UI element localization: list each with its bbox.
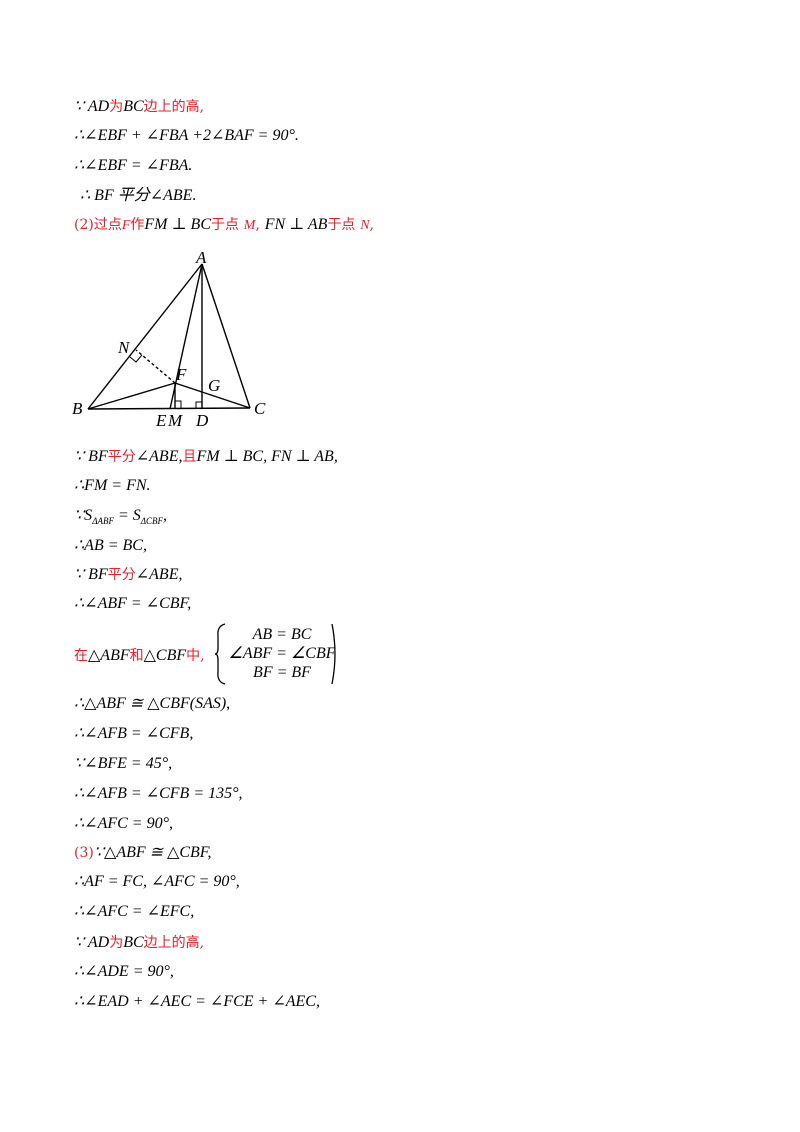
right-angle-n [129,354,143,363]
label-m: M [167,411,183,430]
red-text: 在 [74,648,88,664]
math-text: △CBF [143,647,187,664]
triangle-figure: A B C N F G E M D [72,248,266,430]
label-e: E [155,411,167,430]
red-math: F [121,218,131,233]
math-text: BC [123,934,144,951]
proof-line-7: ∴FM = FN. [74,477,151,494]
proof-line-1: ∵ AD为BC边上的高, [74,96,204,117]
math-text: △ABF [88,647,130,664]
red-text: 平分 [107,449,136,465]
red-text: , [255,217,260,233]
segment-fc [174,382,251,409]
proof-line-2: ∴∠EBF + ∠FBA +2∠BAF = 90°. [74,127,299,144]
label-d: D [195,411,209,430]
proof-line-9: ∴AB = BC, [74,537,147,554]
math-text: ∵S [74,507,93,524]
red-text: 和 [129,648,144,664]
red-math: N [360,218,370,233]
math-text: ∵ AD [74,934,110,951]
left-brace [214,623,226,685]
red-text: , [369,217,375,233]
subscript: ΔABF [92,516,114,526]
right-angle-m [175,400,182,409]
red-text: 作 [130,217,145,233]
segment-ab [87,263,203,410]
proof-line-22: ∴∠ADE = 90°, [74,963,174,980]
proof-line-20: ∴∠AFC = ∠EFC, [74,903,195,920]
math-text: ∠ABE, [135,448,183,465]
red-text: (3) [74,845,94,861]
math-text: , [163,507,168,524]
segment-ac [201,263,251,409]
math-text: ∵ AD [74,98,110,115]
proof-line-16: ∴∠AFB = ∠CFB = 135°, [74,785,243,802]
red-text: 中, [186,648,205,664]
system-row-3: BF = BF [253,664,311,681]
math-text: BC [123,98,144,115]
proof-line-21: ∵ AD为BC边上的高, [74,932,204,953]
math-text: FM ⊥ BC, FN ⊥ AB, [196,448,338,465]
math-text: FN ⊥ AB [264,216,328,233]
proof-line-8: ∵SΔABF = SΔCBF, [74,506,167,531]
math-text: = S [113,507,141,524]
proof-line-3: ∴∠EBF = ∠FBA. [74,157,193,174]
equation-system: AB = BC ∠ABF = ∠CBF BF = BF [228,624,336,684]
proof-line-14: ∴∠AFB = ∠CFB, [74,725,194,742]
proof-line-5: (2)过点F作FM ⊥ BC于点 M, FN ⊥ AB于点 N, [74,214,374,236]
red-text: 且 [182,449,197,465]
proof-line-15: ∵∠BFE = 45°, [74,755,173,772]
system-row-2: ∠ABF = ∠CBF [228,645,336,662]
proof-line-13: ∴△ABF ≅ △CBF(SAS), [74,695,231,712]
label-b: B [72,399,83,418]
red-text: (2)过点 [74,217,122,233]
red-text: 平分 [107,567,136,583]
red-text: 为 [109,935,124,951]
proof-line-4: ∴ BF 平分∠ABE. [80,187,197,204]
proof-line-17: ∴∠AFC = 90°, [74,815,173,832]
red-text: 边上的高, [143,99,205,115]
proof-line-18: (3)∵△ABF ≅ △CBF, [74,842,212,863]
proof-line-10: ∵ BF平分∠ABE, [74,564,182,585]
proof-line-11: ∴∠ABF = ∠CBF, [74,595,192,612]
right-paren [331,623,336,685]
math-text: ∵ BF [74,566,108,583]
system-row-1: AB = BC [252,626,312,643]
segment-bf [87,382,176,410]
math-text: ∵△ABF ≅ △CBF, [93,844,212,861]
right-angle-d [195,401,202,409]
math-text: ∵ BF [74,448,108,465]
segment-bc [87,407,251,410]
subscript: ΔCBF [140,516,164,526]
red-text: 为 [109,99,124,115]
label-c: C [254,399,266,418]
proof-line-6: ∵ BF平分∠ABE,且FM ⊥ BC, FN ⊥ AB, [74,446,338,467]
math-text: FM ⊥ BC [144,216,211,233]
red-text: 于点 [327,217,356,233]
proof-line-23: ∴∠EAD + ∠AEC = ∠FCE + ∠AEC, [74,993,320,1010]
label-f: F [175,365,187,384]
math-text: ∠ABE, [135,566,183,583]
label-g: G [208,376,220,395]
red-math: M [243,218,256,233]
proof-line-12: 在△ABF和△CBF中, [74,645,205,666]
label-n: N [117,338,131,357]
proof-line-19: ∴AF = FC, ∠AFC = 90°, [74,873,240,890]
label-a: A [195,248,207,267]
red-text: 于点 [211,217,239,233]
red-text: 边上的高, [143,935,205,951]
